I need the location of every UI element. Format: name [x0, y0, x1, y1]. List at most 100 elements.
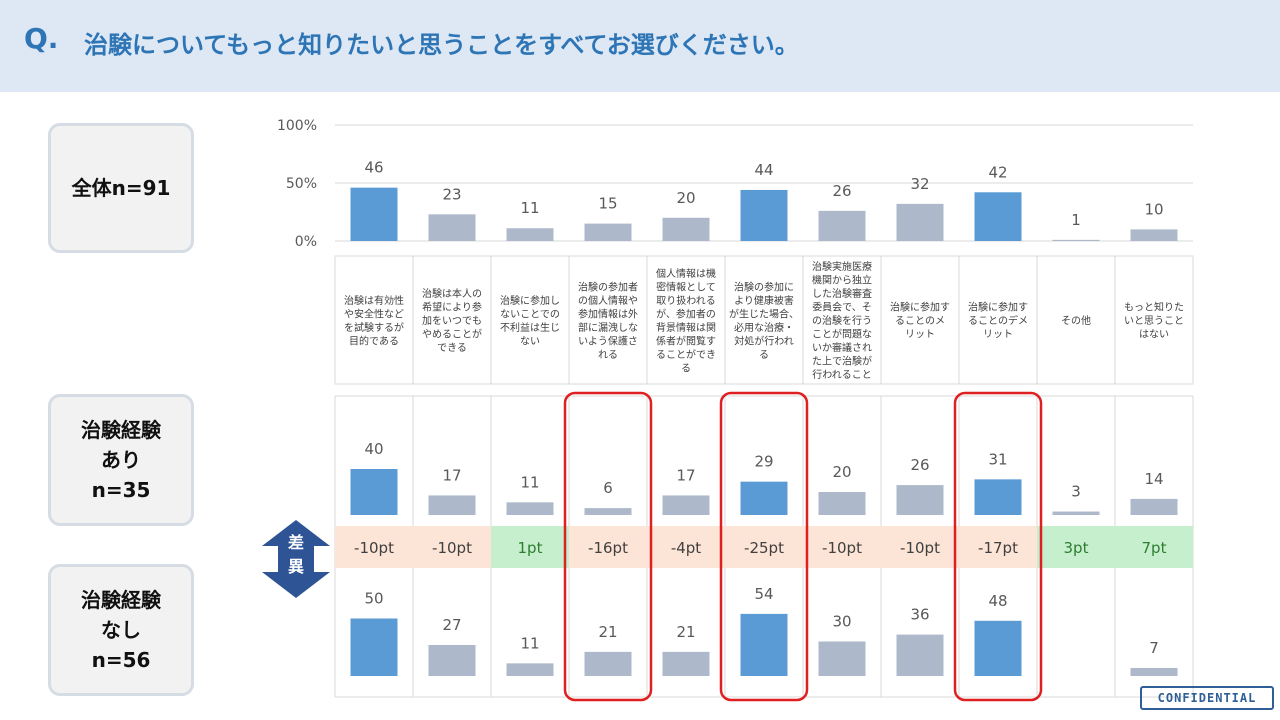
category-label-box — [1036, 255, 1116, 385]
category-label: 部に漏洩しな — [578, 321, 638, 334]
category-label: 取り扱われる — [656, 295, 716, 307]
category-label: れる — [598, 349, 618, 361]
difference-cell — [413, 526, 491, 568]
category-label: の治験を行う — [812, 314, 872, 327]
group-label-experienced: 治験経験 あり n=35 — [48, 394, 194, 526]
bar-experienced — [350, 469, 398, 515]
category-label-box — [880, 255, 960, 385]
group-label-line: 全体n=91 — [71, 176, 171, 200]
data-label-all: 42 — [988, 163, 1007, 181]
category-label: る — [759, 349, 769, 361]
category-label: その他 — [1061, 314, 1091, 327]
data-label-experienced: 20 — [832, 463, 851, 481]
bar-all — [896, 203, 944, 241]
category-label: ることができ — [656, 348, 716, 361]
data-label-experienced: 11 — [520, 473, 539, 491]
bar-inexperienced — [662, 651, 710, 676]
category-label: の個人情報や — [578, 294, 638, 307]
y-tick-label: 0% — [295, 234, 317, 250]
category-label-box — [958, 255, 1038, 385]
confidential-stamp: CONFIDENTIAL — [1140, 686, 1274, 710]
category-label-box — [334, 255, 414, 385]
bar-all — [662, 217, 710, 241]
y-tick-label: 50% — [286, 176, 317, 192]
category-label: 参加情報は外 — [578, 307, 638, 320]
category-label: を試験するが — [344, 321, 404, 334]
difference-cell — [1115, 526, 1193, 568]
category-label: 個人情報は機 — [656, 267, 716, 280]
bar-inexperienced — [584, 651, 632, 676]
data-label-experienced: 26 — [910, 456, 929, 474]
difference-cell — [725, 526, 803, 568]
data-label-all: 26 — [832, 182, 851, 200]
group-label-all: 全体n=91 — [48, 123, 194, 253]
category-label-box — [1114, 255, 1194, 385]
category-label: リット — [983, 330, 1013, 341]
category-label: が、参加者の — [656, 307, 716, 320]
bar-inexperienced — [974, 620, 1022, 676]
category-label: が生じた場合、 — [729, 307, 799, 320]
category-label-box — [646, 255, 726, 385]
bar-inexperienced — [428, 644, 476, 676]
difference-cell — [647, 526, 725, 568]
category-label: 治験は本人の — [422, 287, 482, 300]
bar-all — [584, 223, 632, 241]
group-label-line: あり — [101, 448, 141, 472]
difference-value: 3pt — [1064, 539, 1089, 557]
bar-experienced — [428, 495, 476, 515]
category-label: もっと知りた — [1124, 301, 1184, 314]
category-label: いか審議され — [812, 341, 872, 354]
bar-inexperienced — [896, 634, 944, 676]
bar-all — [1130, 229, 1178, 241]
difference-cell — [959, 526, 1037, 568]
data-label-inexperienced: 48 — [988, 592, 1007, 610]
bar-inexperienced — [506, 663, 554, 676]
difference-value: -10pt — [354, 539, 394, 557]
category-label: やめることが — [422, 328, 482, 341]
data-label-all: 23 — [442, 185, 461, 203]
difference-value: 7pt — [1142, 539, 1167, 557]
category-label: 必用な治療・ — [734, 321, 794, 334]
category-label: ることのメ — [895, 315, 945, 327]
category-label: 対処が行われ — [734, 334, 794, 347]
category-label-box — [412, 255, 492, 385]
group-label-line: 治験経験 — [81, 588, 161, 612]
data-label-inexperienced: 27 — [442, 616, 461, 634]
difference-value: -25pt — [744, 539, 784, 557]
difference-cell — [569, 526, 647, 568]
y-tick-label: 100% — [277, 118, 317, 134]
bar-experienced — [974, 479, 1022, 515]
category-label: はない — [1139, 329, 1169, 341]
difference-value: -17pt — [978, 539, 1018, 557]
category-label: ない — [520, 335, 540, 347]
question-title: 治験についてもっと知りたいと思うことをすべてお選びください。 — [84, 31, 799, 59]
difference-value: 1pt — [518, 539, 543, 557]
data-label-inexperienced: 36 — [910, 606, 929, 624]
category-label-box — [568, 255, 648, 385]
difference-cell — [803, 526, 881, 568]
bar-experienced — [740, 481, 788, 515]
bar-experienced — [1130, 498, 1178, 515]
header-band: Q. 治験についてもっと知りたいと思うことをすべてお選びください。 — [0, 0, 1280, 92]
data-label-all: 10 — [1144, 200, 1163, 218]
bar-inexperienced — [1130, 667, 1178, 676]
category-label-box — [724, 255, 804, 385]
bar-all — [350, 187, 398, 241]
question-marker: Q. — [24, 22, 59, 55]
data-label-experienced: 6 — [603, 479, 613, 497]
data-label-experienced: 17 — [442, 466, 461, 484]
category-label: ないことでの — [500, 308, 560, 320]
category-label: 目的である — [349, 334, 399, 347]
bar-inexperienced — [740, 613, 788, 676]
data-label-experienced: 40 — [364, 440, 383, 458]
bar-experienced — [506, 502, 554, 515]
data-label-experienced: 29 — [754, 453, 773, 471]
data-label-experienced: 17 — [676, 466, 695, 484]
category-label: できる — [437, 342, 467, 354]
bar-all — [740, 189, 788, 241]
category-label: 行われること — [812, 368, 872, 381]
category-label: 治験は有効性 — [344, 294, 404, 307]
category-label-box — [490, 255, 570, 385]
data-label-inexperienced: 30 — [832, 613, 851, 631]
difference-value: -10pt — [900, 539, 940, 557]
